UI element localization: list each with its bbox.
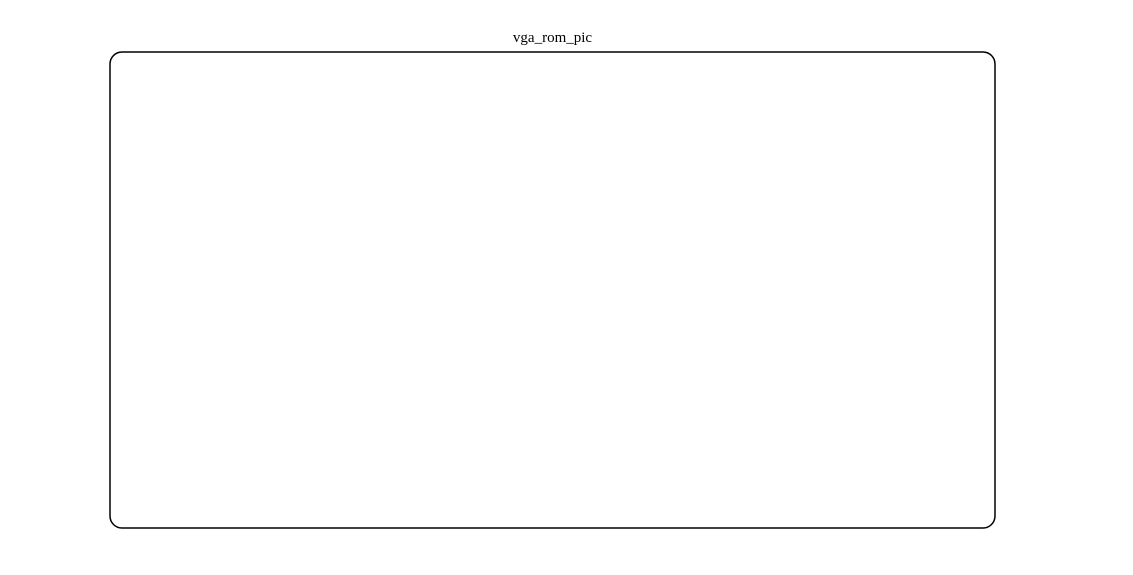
module-vga-rom-pic — [110, 52, 995, 528]
module-title: vga_rom_pic — [513, 30, 592, 46]
block-diagram: vga_rom_pic — [0, 0, 1133, 575]
